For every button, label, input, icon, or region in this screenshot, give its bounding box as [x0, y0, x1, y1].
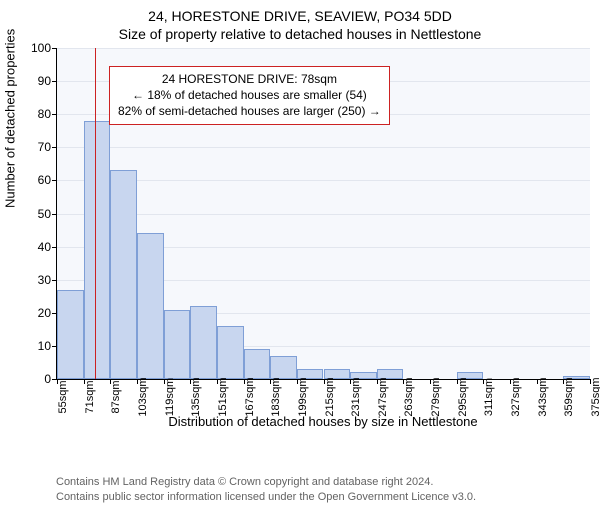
histogram-bar	[137, 233, 164, 379]
x-tick-label: 215sqm	[324, 377, 336, 416]
histogram-bar	[57, 290, 84, 379]
x-tick-label: 71sqm	[84, 380, 96, 413]
callout-line-1: 24 HORESTONE DRIVE: 78sqm	[118, 71, 381, 87]
x-tick-label: 199sqm	[297, 377, 309, 416]
x-tick-label: 247sqm	[377, 377, 389, 416]
gridline	[57, 147, 590, 148]
x-tick-label: 87sqm	[110, 380, 122, 413]
x-tick-label: 327sqm	[510, 377, 522, 416]
histogram-bar	[164, 310, 191, 380]
histogram-bar	[217, 326, 244, 379]
y-tick-mark	[52, 147, 57, 148]
y-tick-label: 10	[38, 339, 51, 353]
x-tick-label: 343sqm	[537, 377, 549, 416]
y-tick-label: 90	[38, 74, 51, 88]
callout-box: 24 HORESTONE DRIVE: 78sqm ← 18% of detac…	[109, 66, 390, 125]
histogram-bar	[244, 349, 271, 379]
chart-container: 010203040506070809010055sqm71sqm87sqm103…	[56, 48, 590, 408]
y-tick-label: 70	[38, 140, 51, 154]
y-tick-label: 60	[38, 173, 51, 187]
y-tick-mark	[52, 114, 57, 115]
gridline	[57, 48, 590, 49]
x-tick-label: 183sqm	[270, 377, 282, 416]
property-marker-line	[95, 48, 96, 379]
x-tick-label: 295sqm	[457, 377, 469, 416]
x-tick-label: 375sqm	[590, 377, 600, 416]
y-tick-label: 80	[38, 107, 51, 121]
y-tick-label: 30	[38, 273, 51, 287]
x-tick-label: 151sqm	[217, 377, 229, 416]
plot-area: 010203040506070809010055sqm71sqm87sqm103…	[56, 48, 590, 380]
x-tick-label: 359sqm	[563, 377, 575, 416]
gridline	[57, 214, 590, 215]
histogram-bar	[190, 306, 217, 379]
x-tick-label: 167sqm	[244, 377, 256, 416]
x-tick-label: 103sqm	[137, 377, 149, 416]
gridline	[57, 180, 590, 181]
y-tick-label: 100	[31, 41, 51, 55]
y-tick-label: 20	[38, 306, 51, 320]
footer-line-2: Contains public sector information licen…	[56, 490, 476, 504]
footer-line-1: Contains HM Land Registry data © Crown c…	[56, 475, 476, 489]
callout-line-3: 82% of semi-detached houses are larger (…	[118, 103, 381, 119]
x-tick-label: 119sqm	[164, 378, 176, 416]
y-axis-label: Number of detached properties	[3, 29, 18, 208]
y-tick-label: 0	[44, 372, 51, 386]
histogram-bar	[110, 170, 137, 379]
x-tick-label: 311sqm	[483, 378, 495, 416]
y-tick-mark	[52, 247, 57, 248]
title-line-2: Size of property relative to detached ho…	[0, 26, 600, 42]
y-tick-label: 50	[38, 207, 51, 221]
y-tick-mark	[52, 81, 57, 82]
x-tick-label: 263sqm	[403, 377, 415, 416]
x-tick-label: 231sqm	[350, 377, 362, 416]
histogram-bar	[84, 121, 111, 379]
y-tick-mark	[52, 214, 57, 215]
y-tick-mark	[52, 280, 57, 281]
x-tick-label: 135sqm	[190, 377, 202, 416]
y-tick-mark	[52, 180, 57, 181]
callout-line-2: ← 18% of detached houses are smaller (54…	[118, 87, 381, 103]
histogram-bar	[270, 356, 297, 379]
x-tick-label: 55sqm	[57, 380, 69, 413]
title-line-1: 24, HORESTONE DRIVE, SEAVIEW, PO34 5DD	[0, 8, 600, 24]
y-tick-label: 40	[38, 240, 51, 254]
y-tick-mark	[52, 48, 57, 49]
x-tick-label: 279sqm	[430, 377, 442, 416]
